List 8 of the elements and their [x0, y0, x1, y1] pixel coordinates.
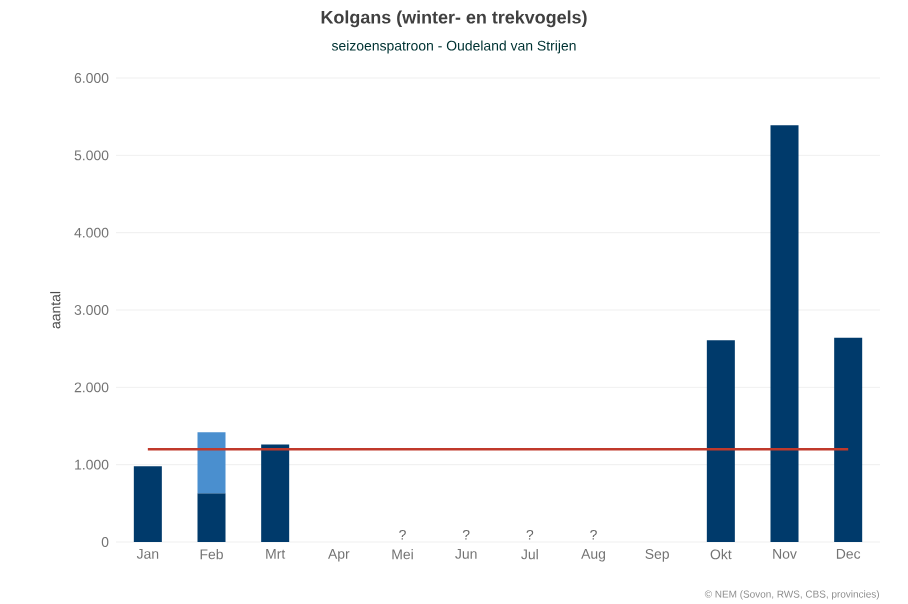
bar	[133, 466, 162, 542]
chart-title: Kolgans (winter- en trekvogels)	[321, 10, 587, 28]
bar	[261, 444, 290, 542]
bar	[834, 337, 863, 542]
bar	[770, 125, 799, 542]
bar	[197, 432, 226, 494]
bar	[706, 340, 735, 542]
bar	[197, 493, 226, 542]
